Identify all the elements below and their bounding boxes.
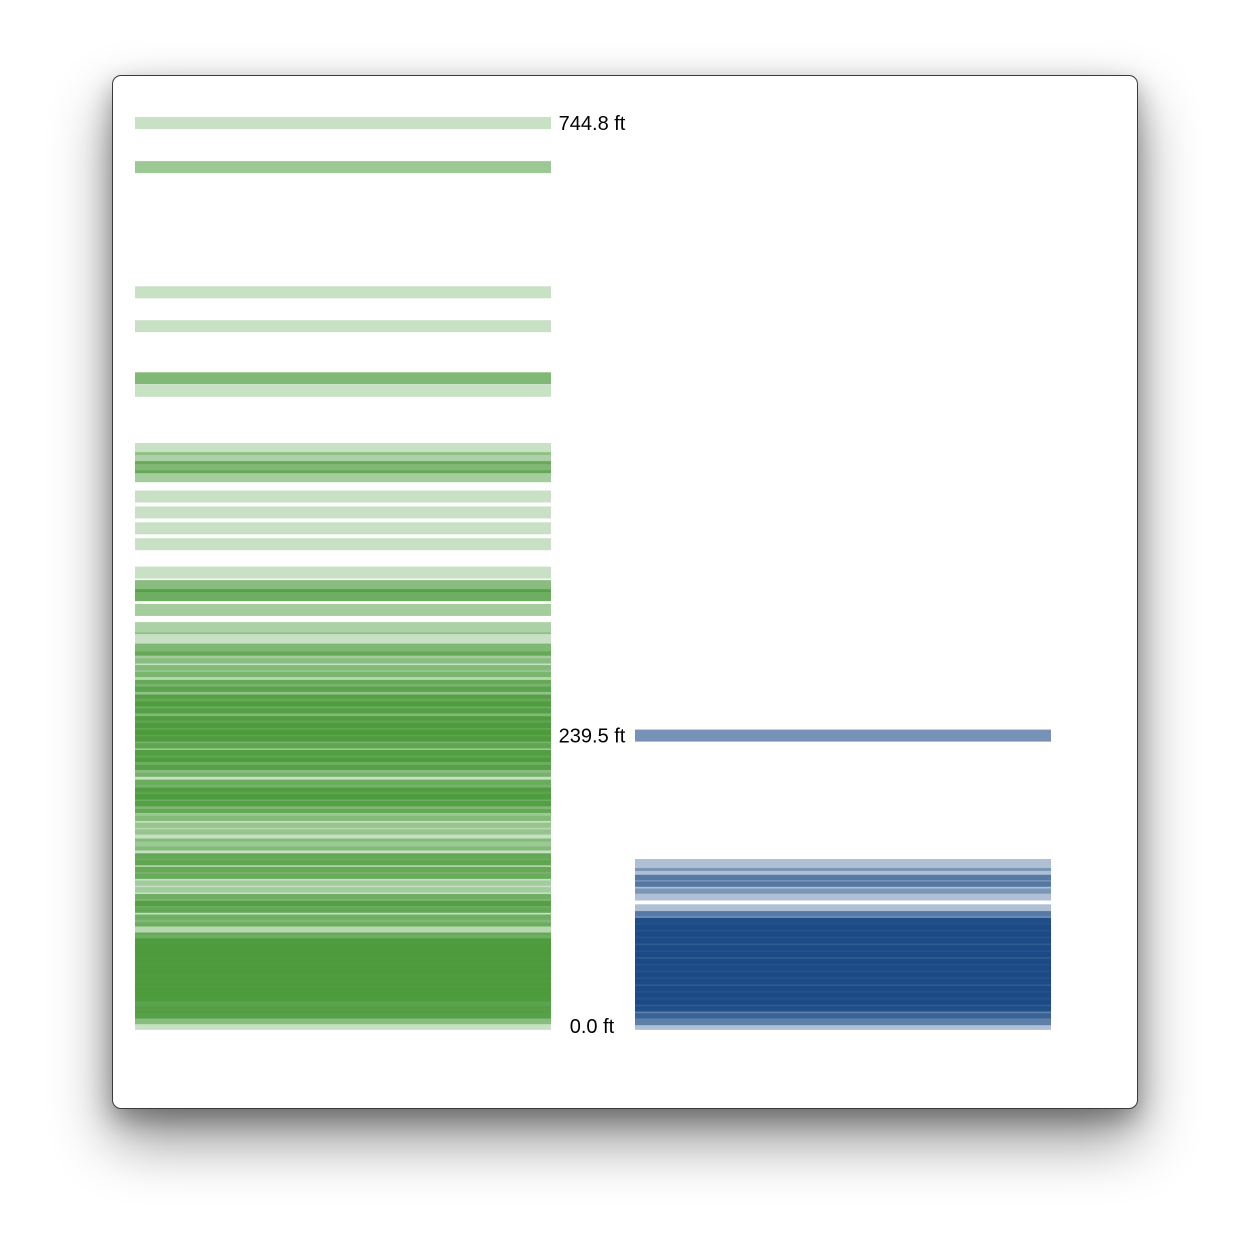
bar-mark <box>135 900 551 913</box>
value-label: 744.8 ft <box>559 113 626 135</box>
bar-mark <box>135 764 551 777</box>
bar-mark <box>135 914 551 927</box>
bar-mark <box>135 1017 551 1030</box>
value-label: 0.0 ft <box>570 1016 615 1038</box>
bar-mark <box>135 1012 551 1025</box>
bar-mark <box>135 470 551 483</box>
bar-mark <box>135 815 551 828</box>
bar-mark <box>135 566 551 579</box>
bar-mark <box>635 729 1051 742</box>
bar-mark <box>135 286 551 299</box>
bar-mark <box>135 490 551 503</box>
bar-mark <box>135 117 551 129</box>
bar-mark <box>135 506 551 519</box>
bar-mark <box>135 589 551 602</box>
bar-mark <box>135 372 551 385</box>
bar-mark <box>135 866 551 879</box>
bar-mark <box>135 603 551 616</box>
bar-mark <box>135 632 551 645</box>
bar-mark <box>135 853 551 866</box>
bar-mark <box>135 880 551 893</box>
series-1 <box>135 117 551 1030</box>
bar-mark <box>135 461 551 474</box>
bar-mark <box>135 161 551 174</box>
bar-mark <box>635 1017 1051 1030</box>
series-2 <box>635 729 1051 1030</box>
bar-mark <box>635 1013 1051 1026</box>
bar-mark <box>135 320 551 333</box>
value-label: 239.5 ft <box>559 726 626 748</box>
bar-mark <box>135 538 551 551</box>
bar-mark <box>135 580 551 593</box>
bar-mark <box>635 888 1051 901</box>
bar-mark <box>135 873 551 886</box>
bar-mark <box>135 822 551 835</box>
bar-mark <box>135 384 551 397</box>
bar-mark <box>135 622 551 635</box>
bar-mark <box>635 881 1051 894</box>
bar-mark <box>135 829 551 842</box>
chart-window: 744.8 ft 239.5 ft 0.0 ft <box>112 75 1138 1109</box>
bar-mark <box>135 665 551 678</box>
bar-mark <box>635 874 1051 887</box>
bar-mark <box>135 443 551 455</box>
bar-mark <box>135 838 551 851</box>
chart-canvas: 744.8 ft 239.5 ft 0.0 ft <box>135 113 1051 1038</box>
bar-mark <box>635 859 1051 871</box>
bar-mark <box>135 651 551 664</box>
bar-mark <box>135 809 551 821</box>
bar-mark <box>135 922 551 935</box>
bar-mark <box>135 522 551 535</box>
